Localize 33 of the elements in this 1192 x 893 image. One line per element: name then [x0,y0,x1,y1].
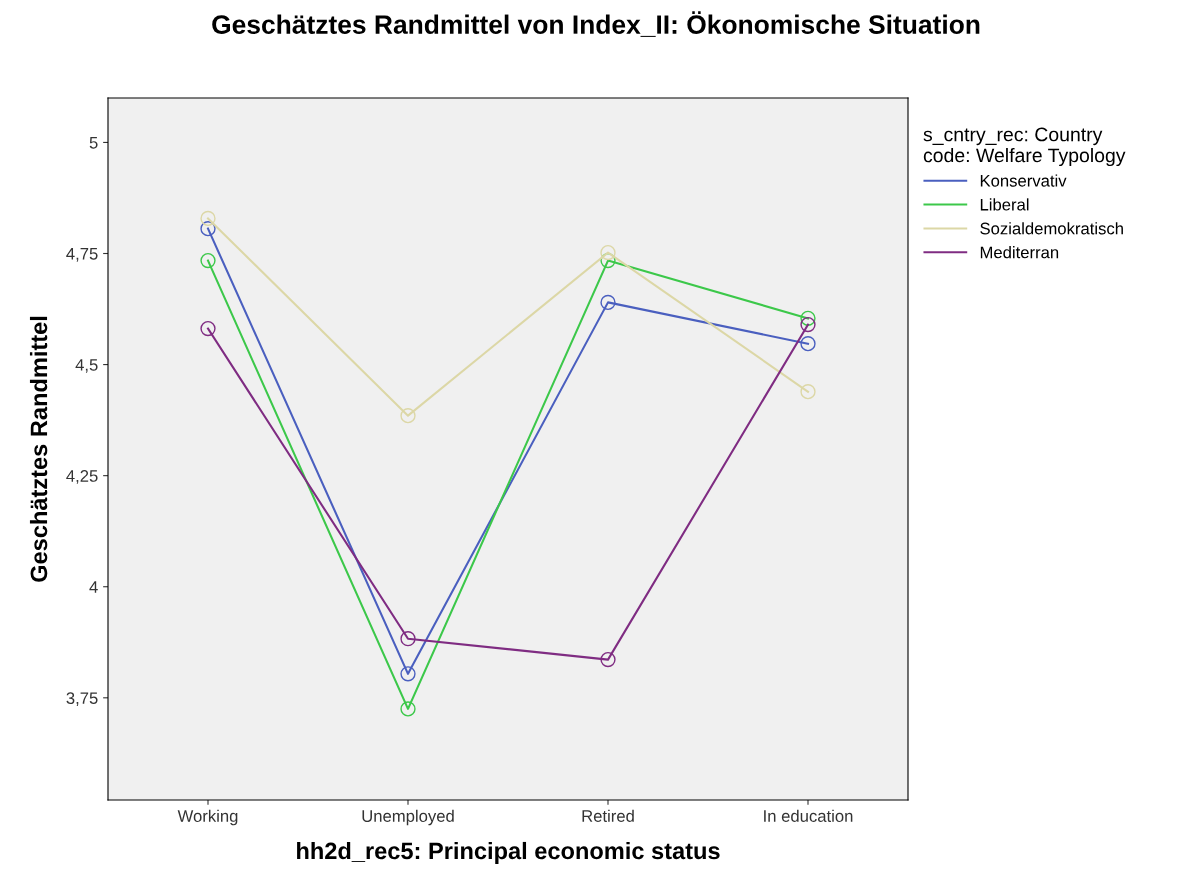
point [400,666,416,682]
point [600,244,616,261]
point [200,220,216,237]
y-tick-label: 5 [89,137,98,149]
legend-label: Mediterran [980,246,1059,259]
point [600,651,616,668]
legend-title: s_cntry_rec: Country code: Welfare Typology [923,127,1126,167]
y-tick-label: 4,5 [75,359,98,373]
point [200,320,216,337]
x-tick-label: In education [764,809,853,822]
legend-label: Sozialdemokratisch [980,222,1123,235]
x-tick-label: Unemployed [362,809,454,826]
point [400,701,416,717]
point [200,210,216,227]
x-tick-label: Working [177,809,238,826]
y-axis-title: Geschätztes Randmittel [29,316,48,582]
point [400,408,416,424]
y-tick-label: 4,75 [66,248,98,262]
y-tick-label: 3,75 [66,692,98,706]
point [800,316,816,333]
y-tick-label: 4 [89,581,98,593]
point [800,336,816,352]
point [400,631,416,647]
x-tick-label: Retired [582,809,634,822]
y-tick-label: 4,25 [66,470,98,484]
legend-label: Konservativ [980,174,1067,187]
point [800,310,816,327]
point [600,294,616,311]
legend-label: Liberal [980,198,1029,211]
x-axis-title: hh2d_rec5: Principal economic status [297,841,720,864]
point [200,252,216,269]
point [800,384,816,400]
chart-title: Geschätztes Randmittel von Index_II: Ökonomische Situation [212,11,980,37]
